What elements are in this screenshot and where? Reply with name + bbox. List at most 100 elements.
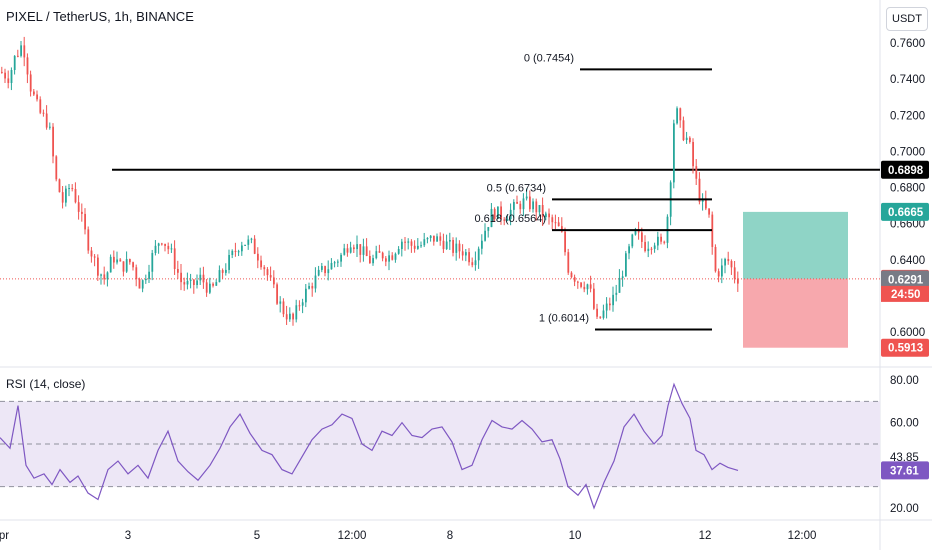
rsi-tick-label: 20.00 (890, 503, 919, 515)
candle-up (228, 254, 230, 270)
candle-down (269, 275, 272, 278)
candle-down (468, 252, 470, 263)
candle-down (529, 196, 531, 210)
candle-up (657, 236, 659, 246)
candle-down (535, 201, 538, 213)
candle-up (449, 240, 451, 242)
candle-up (314, 275, 317, 289)
candle-down (55, 156, 58, 180)
price-badge-label: 0.6898 (888, 165, 924, 177)
price-badge (881, 338, 929, 357)
candle-down (90, 250, 93, 257)
candle-up (13, 55, 16, 70)
candle-down (33, 91, 35, 95)
candle-down (679, 108, 682, 121)
candle-up (154, 245, 157, 254)
candle-down (205, 282, 208, 293)
candle-down (708, 208, 710, 215)
candle-up (676, 108, 678, 124)
candle-up (100, 274, 102, 276)
candle-down (573, 277, 576, 282)
candle-up (401, 241, 403, 250)
candle-up (151, 253, 154, 272)
candle-down (705, 198, 707, 209)
candle-up (417, 245, 419, 249)
candle-up (247, 239, 250, 245)
time-tick-label: 12:00 (788, 530, 817, 542)
candle-up (10, 69, 13, 84)
candle-down (212, 283, 214, 286)
fib-level-label: 0.5 (0.6734) (487, 182, 546, 194)
candle-down (74, 189, 77, 203)
candle-down (1, 71, 3, 73)
price-badge-label: 0.5913 (888, 343, 923, 355)
candle-up (525, 196, 528, 199)
time-tick-label: 12 (699, 530, 712, 542)
candle-down (650, 248, 653, 250)
candle-up (445, 241, 448, 250)
candle-down (369, 255, 371, 264)
stop-zone (743, 278, 848, 348)
candle-up (189, 279, 192, 281)
candle-down (193, 279, 195, 285)
candle-down (663, 241, 666, 243)
horizontal-lines[interactable] (0, 168, 880, 280)
candle-down (711, 214, 714, 247)
price-tick-label: 0.6000 (890, 327, 925, 339)
candle-down (132, 262, 134, 268)
candle-down (381, 252, 384, 259)
fibonacci-levels[interactable]: 0 (0.7454) 0.5 (0.6734) 0.618 (0.6564) 1 (0… (474, 52, 712, 331)
currency-button[interactable]: USDT (886, 7, 928, 31)
candle-up (157, 243, 160, 246)
candle-up (340, 254, 342, 262)
candle-up (321, 266, 323, 270)
candle-up (634, 229, 637, 235)
candle-up (465, 252, 467, 256)
candle-down (285, 314, 288, 320)
position-zones[interactable] (743, 211, 848, 348)
time-axis[interactable]: pr 3 5 12:00 8 10 12 12:00 (0, 530, 816, 542)
candle-down (452, 240, 454, 253)
candle-up (68, 188, 70, 190)
candle-up (337, 261, 339, 263)
price-axis[interactable]: 0.7600 0.7400 0.7200 0.7000 0.6800 0.6600 0.64… (890, 38, 925, 339)
candle-up (477, 248, 480, 261)
price-badge-label: 0.6291 (888, 274, 924, 286)
candle-up (305, 288, 307, 303)
candle-up (602, 310, 605, 318)
candle-down (45, 113, 48, 128)
candle-down (660, 236, 662, 242)
candle-down (180, 272, 182, 283)
candle-down (737, 278, 739, 284)
candle-down (493, 208, 496, 219)
price-tick-label: 0.6600 (890, 219, 925, 231)
candle-up (106, 272, 109, 280)
candle-down (385, 258, 387, 262)
candle-down (26, 57, 29, 75)
candle-down (461, 251, 464, 256)
candle-down (583, 286, 586, 290)
rsi-value-label: 37.61 (890, 465, 919, 477)
candle-up (522, 198, 525, 210)
candle-down (276, 284, 278, 304)
candle-up (343, 248, 346, 255)
candle-up (673, 123, 675, 183)
candle-down (471, 262, 474, 266)
candle-up (349, 247, 352, 253)
candle-up (497, 206, 499, 219)
candle-down (733, 267, 736, 279)
candle-down (682, 120, 685, 141)
candle-up (647, 248, 650, 252)
chart-title: PIXEL / TetherUS, 1h, BINANCE (6, 9, 194, 24)
candle-down (113, 256, 115, 263)
candle-down (177, 268, 179, 273)
time-tick-label: 10 (569, 530, 582, 542)
candle-up (481, 240, 483, 249)
candle-up (628, 246, 630, 254)
candle-down (103, 274, 106, 280)
candle-up (330, 262, 333, 270)
candle-down (93, 256, 96, 258)
candle-down (567, 252, 570, 273)
